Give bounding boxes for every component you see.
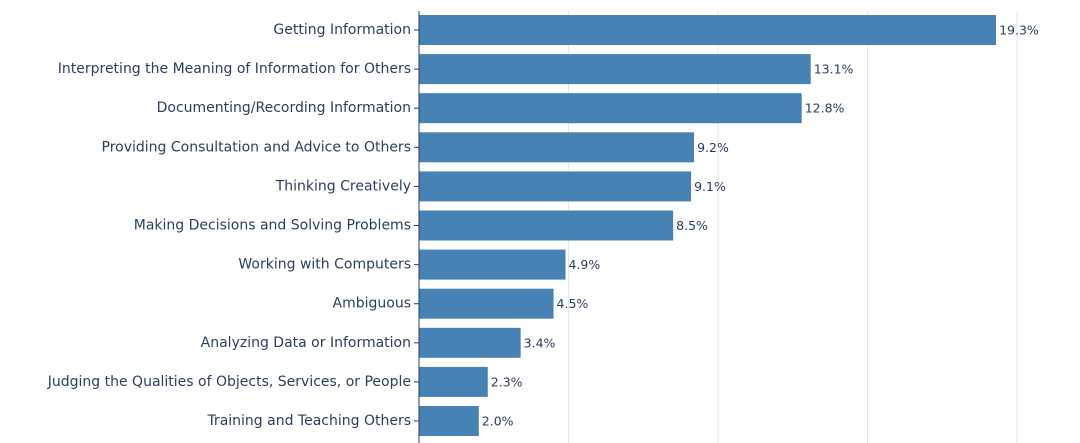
- category-label: Thinking Creatively: [275, 178, 411, 194]
- bar[interactable]: [419, 171, 692, 202]
- category-label: Training and Teaching Others: [206, 413, 411, 429]
- category-label: Analyzing Data or Information: [201, 335, 411, 351]
- value-label: 12.8%: [805, 101, 845, 116]
- value-label: 9.2%: [697, 140, 729, 155]
- bar[interactable]: [419, 366, 488, 397]
- bar[interactable]: [419, 54, 811, 85]
- category-label: Getting Information: [273, 22, 411, 38]
- value-label: 2.3%: [491, 374, 523, 389]
- category-label: Documenting/Recording Information: [157, 100, 411, 116]
- value-label: 13.1%: [814, 62, 854, 77]
- value-label: 4.9%: [569, 257, 601, 272]
- value-label: 9.1%: [694, 179, 726, 194]
- value-label: 4.5%: [557, 296, 589, 311]
- bar[interactable]: [419, 249, 566, 280]
- bar[interactable]: [419, 288, 554, 319]
- category-label: Providing Consultation and Advice to Oth…: [102, 139, 411, 155]
- value-labels: 19.3% 13.1% 12.8% 9.2% 9.1% 8.5% 4.9% 4.5% 3.4% 2…: [482, 23, 1039, 429]
- value-label: 8.5%: [676, 218, 708, 233]
- bar[interactable]: [419, 15, 997, 45]
- bars: [419, 15, 997, 436]
- bar[interactable]: [419, 327, 521, 358]
- category-label: Judging the Qualities of Objects, Servic…: [47, 374, 411, 390]
- category-label: Interpreting the Meaning of Information …: [58, 61, 411, 77]
- category-label: Making Decisions and Solving Problems: [134, 218, 411, 234]
- bar[interactable]: [419, 93, 802, 124]
- bar[interactable]: [419, 132, 695, 163]
- value-label: 19.3%: [999, 23, 1039, 38]
- category-label: Ambiguous: [333, 296, 411, 312]
- bar[interactable]: [419, 406, 479, 436]
- category-labels: Getting Information Interpreting the Mean…: [47, 22, 419, 429]
- value-label: 2.0%: [482, 414, 514, 429]
- category-label: Working with Computers: [238, 257, 411, 273]
- value-label: 3.4%: [524, 335, 556, 350]
- bar[interactable]: [419, 210, 674, 241]
